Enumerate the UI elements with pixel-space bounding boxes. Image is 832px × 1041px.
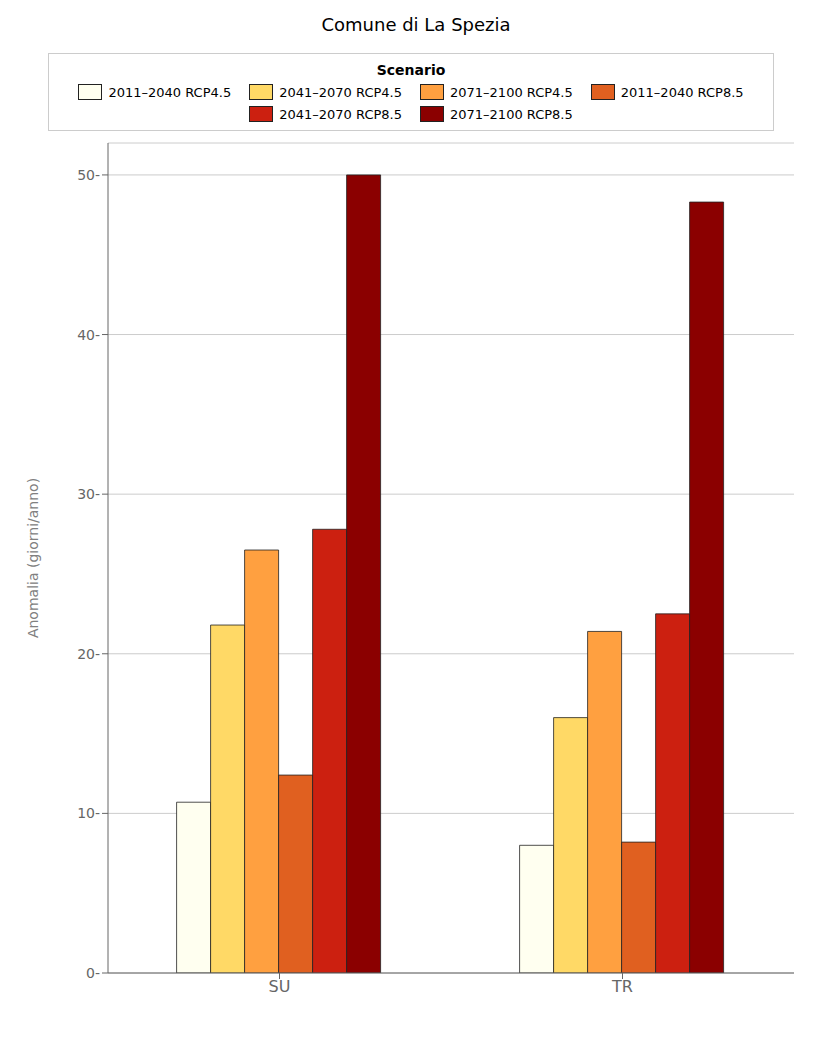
html-text:Comune di La Spezia: Comune di La Spezia xyxy=(321,14,511,35)
svg-text:0-: 0- xyxy=(86,965,100,981)
svg-text:TR: TR xyxy=(611,977,633,996)
svg-text:10-: 10- xyxy=(77,805,100,821)
html-text:2041–2070 RCP4.5: 2041–2070 RCP4.5 xyxy=(279,84,402,100)
html-text:2011–2040 RCP4.5: 2011–2040 RCP4.5 xyxy=(108,84,232,100)
html-text:Scenario: Scenario xyxy=(376,62,446,78)
html-text:2071–2100 RCP8.5: 2071–2100 RCP8.5 xyxy=(450,106,573,122)
svg-text:20-: 20- xyxy=(77,646,100,662)
svg-text:40-: 40- xyxy=(77,327,100,343)
svg-text:Anomalia (giorni/anno): Anomalia (giorni/anno) xyxy=(25,478,41,638)
html-text:2041–2070 RCP8.5: 2041–2070 RCP8.5 xyxy=(279,106,402,122)
html-text:2011–2040 RCP8.5: 2011–2040 RCP8.5 xyxy=(620,84,744,100)
svg-text:SU: SU xyxy=(269,977,291,996)
svg-text:30-: 30- xyxy=(77,486,100,502)
svg-text:50-: 50- xyxy=(77,167,100,183)
html-text:2071–2100 RCP4.5: 2071–2100 RCP4.5 xyxy=(450,84,573,100)
